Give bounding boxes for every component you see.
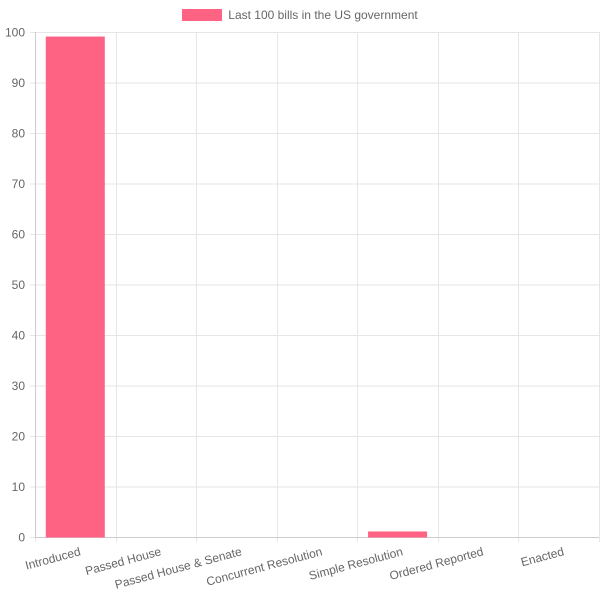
x-tick-label: Ordered Reported bbox=[388, 544, 485, 583]
y-tick-label: 90 bbox=[12, 76, 26, 90]
y-tick-label: 10 bbox=[12, 480, 26, 494]
y-tick-label: 70 bbox=[12, 177, 26, 191]
bar[interactable] bbox=[368, 531, 428, 538]
x-tick-label: Introduced bbox=[24, 544, 82, 572]
y-tick-label: 50 bbox=[12, 278, 26, 292]
x-tick-label: Enacted bbox=[519, 544, 565, 569]
legend-label: Last 100 bills in the US government bbox=[228, 8, 418, 22]
y-tick-label: 0 bbox=[18, 531, 25, 545]
y-tick-label: 80 bbox=[12, 127, 26, 141]
y-tick-label: 60 bbox=[12, 228, 26, 242]
y-tick-label: 40 bbox=[12, 329, 26, 343]
bar[interactable] bbox=[45, 36, 105, 538]
legend[interactable]: Last 100 bills in the US government bbox=[0, 8, 600, 22]
y-tick-label: 30 bbox=[12, 379, 26, 393]
y-tick-label: 100 bbox=[5, 26, 25, 40]
y-tick-label: 20 bbox=[12, 430, 26, 444]
legend-swatch bbox=[182, 9, 223, 21]
